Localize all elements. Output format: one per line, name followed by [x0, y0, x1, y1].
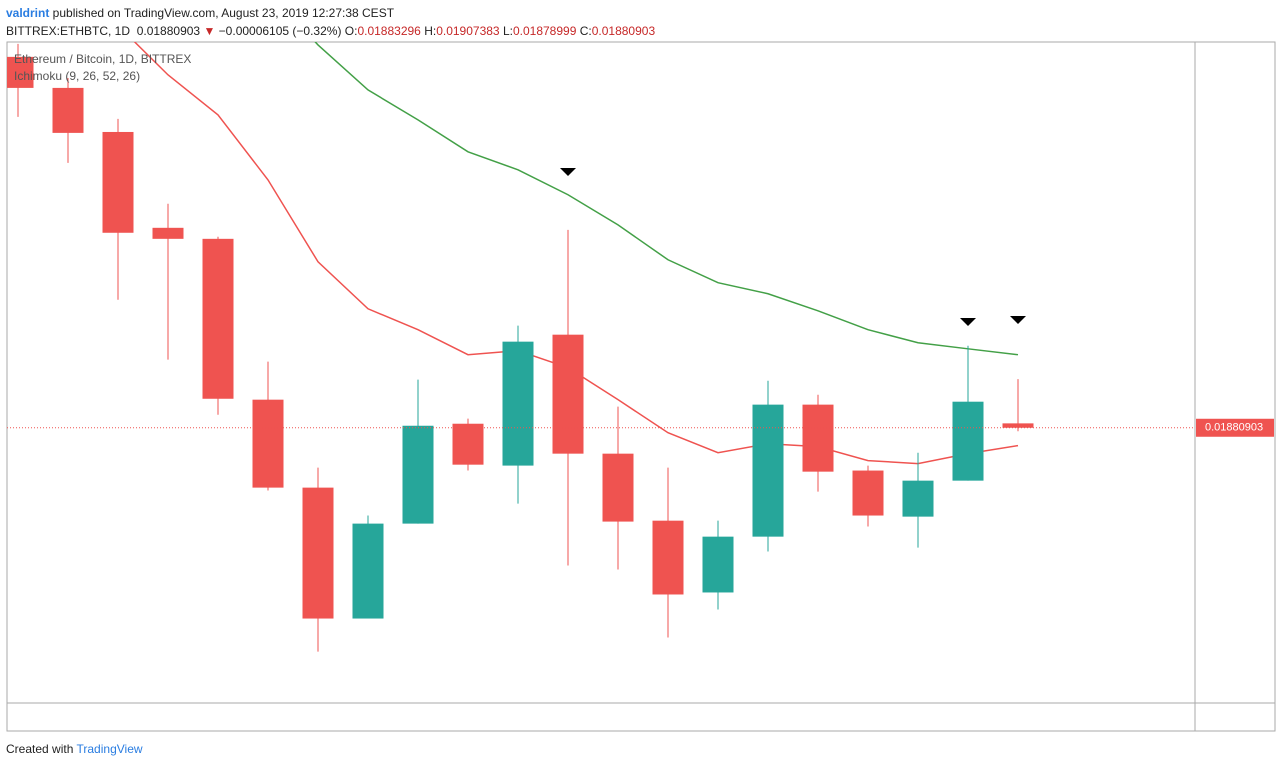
- h-label: H:: [424, 24, 437, 38]
- body: [652, 520, 684, 595]
- body: [802, 404, 834, 472]
- published: published on TradingView.com, August 23,…: [49, 6, 395, 20]
- h-value: 0.01907383: [436, 24, 500, 38]
- c-label: C:: [579, 24, 592, 38]
- created: Created with: [6, 742, 74, 756]
- chart-title: Ethereum / Bitcoin, 1D, BITTREX: [14, 52, 191, 66]
- indicator-line: [314, 42, 1019, 356]
- body: [502, 341, 534, 466]
- axes: 0.01880903: [1196, 418, 1274, 437]
- o-label: O:: [344, 24, 358, 38]
- symbol: BITTREX:ETHBTC, 1D: [6, 24, 131, 38]
- candles: [7, 43, 1195, 652]
- last: 0.01880903: [136, 24, 201, 38]
- body: [1002, 423, 1034, 428]
- header-line-2: BITTREX:ETHBTC, 1D 0.01880903 ▼ −0.00006…: [6, 22, 655, 40]
- body: [852, 470, 884, 516]
- arrow: ▼: [203, 24, 216, 38]
- o-value: 0.01883296: [357, 24, 421, 38]
- footer: Created with TradingView: [6, 742, 143, 756]
- body: [402, 425, 434, 524]
- body: [702, 536, 734, 593]
- header-line-1: valdrint published on TradingView.com, A…: [6, 4, 655, 22]
- l-label: L:: [502, 24, 513, 38]
- c-value: 0.01880903: [591, 24, 656, 38]
- body: [52, 87, 84, 133]
- body: [352, 523, 384, 619]
- chart: 0.01880903 Ethereum / Bitcoin, 1D, BITTR…: [6, 41, 1276, 732]
- body: [552, 334, 584, 454]
- body: [752, 404, 784, 537]
- body: [452, 423, 484, 465]
- body: [152, 227, 184, 239]
- marker: [1010, 316, 1026, 324]
- marker: [960, 318, 976, 326]
- body: [7, 56, 34, 88]
- price-label-bg: [1196, 418, 1274, 437]
- price-label: 0.01880903: [1205, 422, 1263, 434]
- marker: [560, 168, 576, 176]
- frame: [6, 41, 1276, 732]
- author: valdrint: [6, 6, 50, 20]
- indicator-label: Ichimoku (9, 26, 52, 26): [14, 69, 140, 83]
- body: [202, 238, 234, 399]
- l-value: 0.01878999: [512, 24, 577, 38]
- change: −0.00006105 (−0.32%): [218, 24, 342, 38]
- body: [302, 487, 334, 619]
- body: [602, 453, 634, 522]
- header: valdrint published on TradingView.com, A…: [6, 4, 655, 40]
- body: [952, 401, 984, 481]
- body: [102, 131, 134, 233]
- body: [252, 399, 284, 488]
- body: [902, 480, 934, 517]
- brand: TradingView: [76, 742, 143, 756]
